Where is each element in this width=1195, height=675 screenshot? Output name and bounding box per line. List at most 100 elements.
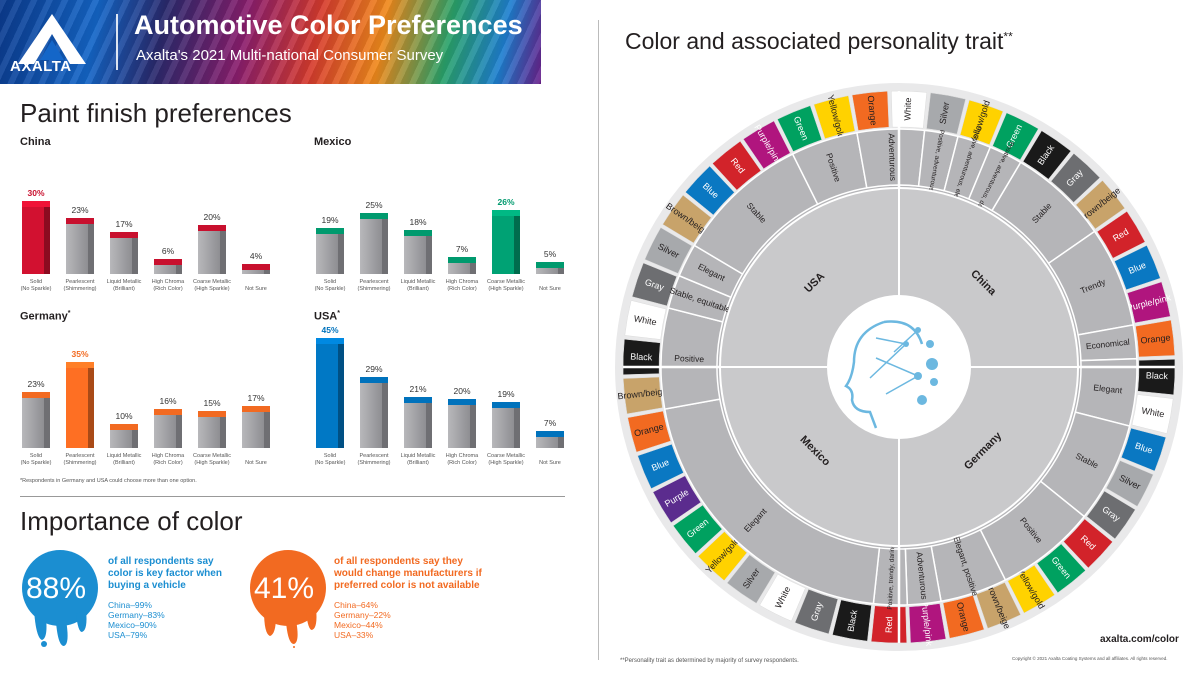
- bar-side: [514, 213, 520, 274]
- breakdown-item: USA–79%: [108, 630, 148, 640]
- bar-category-line: (Shimmering): [357, 459, 391, 466]
- breakdown-item: Mexico–90%: [108, 620, 157, 630]
- bar-value-label: 7%: [543, 417, 557, 428]
- bar: [198, 411, 226, 448]
- bar-category-line: Not Sure: [245, 459, 267, 466]
- bar-value-label: 26%: [497, 197, 515, 208]
- chart-title: USA*: [314, 310, 340, 323]
- bar-value-label: 29%: [365, 364, 383, 375]
- ai-node: [917, 395, 927, 405]
- color-swatch: [1075, 180, 1126, 230]
- ai-link: [869, 343, 907, 379]
- bar-category-line: Liquid Metallic: [106, 453, 142, 459]
- color-swatch: [1036, 543, 1086, 594]
- wheel-title: Color and associated personality trait**: [625, 28, 1013, 55]
- bar-value-label: 17%: [115, 219, 133, 230]
- bar-category-line: (High Sparkle): [194, 459, 230, 466]
- website-link[interactable]: axalta.com/color: [1100, 634, 1179, 645]
- bar-top: [404, 230, 432, 236]
- bar-category-label: Pearlescent (Shimmering): [348, 453, 400, 466]
- bar-category-line: Liquid Metallic: [400, 453, 436, 459]
- importance-left-pct: 88%: [26, 572, 87, 605]
- page-subtitle: Axalta's 2021 Multi-national Consumer Su…: [136, 47, 444, 64]
- color-swatch: [813, 95, 856, 140]
- bar-side: [132, 426, 138, 448]
- bar: [404, 230, 432, 274]
- bar-side: [558, 264, 564, 274]
- bar-category-line: Coarse Metallic: [193, 453, 231, 459]
- bar-top: [110, 232, 138, 239]
- bar-category-label: Pearlescent (Shimmering): [348, 279, 400, 292]
- bar-top: [316, 227, 344, 234]
- bar-category-line: Pearlescent: [359, 279, 389, 285]
- color-swatch: [794, 588, 839, 635]
- bar-side: [176, 262, 182, 274]
- bar-value-label: 10%: [115, 410, 133, 421]
- wheel-title-sup: **: [1003, 29, 1013, 44]
- bar-value-label: 23%: [71, 204, 89, 215]
- bar-category-label: Coarse Metallic (High Sparkle): [186, 279, 238, 292]
- bar-category-line: Pearlescent: [65, 279, 95, 285]
- bar-top: [536, 430, 564, 437]
- chart-china: China 30% Solid (No Sparkle) 23% Pearlescent(…: [20, 136, 270, 296]
- trait-segment: [967, 146, 1022, 212]
- bar-front: [316, 341, 338, 448]
- color-swatch: [759, 573, 806, 622]
- bar: [110, 232, 138, 274]
- bar-value-label: 30%: [27, 187, 45, 198]
- ai-link: [875, 337, 907, 345]
- ai-node: [926, 358, 938, 370]
- bar: [22, 200, 50, 274]
- color-swatch: [1135, 319, 1176, 358]
- bar-category-line: (High Sparkle): [488, 285, 524, 292]
- trait-label: Elegant: [1093, 382, 1123, 395]
- bar-category-line: Coarse Metallic: [487, 279, 525, 285]
- bar: [536, 261, 564, 274]
- chart-title-text: Germany: [20, 310, 68, 323]
- breakdown-item: Germany–83%: [108, 610, 165, 620]
- trait-note: **Personality trait as determined by maj…: [620, 658, 799, 664]
- bar-front: [154, 411, 176, 448]
- bar-category-label: Pearlescent (Shimmering): [54, 453, 106, 466]
- chart-title-sup: *: [337, 310, 340, 317]
- bar-category-label: High Chroma (Rich Color): [436, 453, 488, 466]
- bar: [492, 210, 520, 274]
- bar-side: [220, 228, 226, 274]
- bar-top: [198, 225, 226, 232]
- bar-front: [404, 399, 426, 448]
- bar-category-label: Pearlescent (Shimmering): [54, 279, 106, 292]
- bar-side: [338, 341, 344, 448]
- breakdown-item: China–99%: [108, 600, 152, 610]
- bar-category-line: (Rich Color): [153, 285, 183, 292]
- bar-front: [110, 235, 132, 274]
- bar-front: [360, 380, 382, 448]
- breakdown-item: Mexico–44%: [334, 620, 383, 630]
- bar: [198, 225, 226, 274]
- color-swatch: [926, 92, 966, 135]
- chart-title: Germany*: [20, 310, 70, 323]
- color-swatch: [1063, 518, 1113, 569]
- bar: [404, 396, 432, 448]
- bar-category-line: High Chroma: [151, 453, 185, 459]
- bar-category-line: (Shimmering): [63, 459, 97, 466]
- bar-front: [66, 220, 88, 274]
- breakdown-item: USA–33%: [334, 630, 374, 640]
- bar-front: [492, 213, 514, 274]
- bar: [66, 362, 94, 448]
- color-swatch: [644, 227, 693, 274]
- color-swatch-label: Black: [630, 352, 653, 363]
- bar-front: [22, 203, 44, 274]
- logo-text: AXALTA: [10, 58, 72, 75]
- bar-front: [316, 230, 338, 274]
- color-swatch: [1126, 281, 1171, 324]
- bar: [360, 212, 388, 274]
- ai-face-outline: [844, 320, 924, 429]
- importance-left-line: color is key factor when: [108, 568, 222, 579]
- color-swatch-label: Orange: [1140, 332, 1171, 345]
- bar-side: [514, 404, 520, 448]
- ai-face-icon: [844, 320, 938, 429]
- bar-category-line: Pearlescent: [359, 453, 389, 459]
- bar-top: [448, 399, 476, 406]
- trait-label: Economical: [1085, 337, 1130, 352]
- bar-category-line: Solid: [323, 453, 337, 459]
